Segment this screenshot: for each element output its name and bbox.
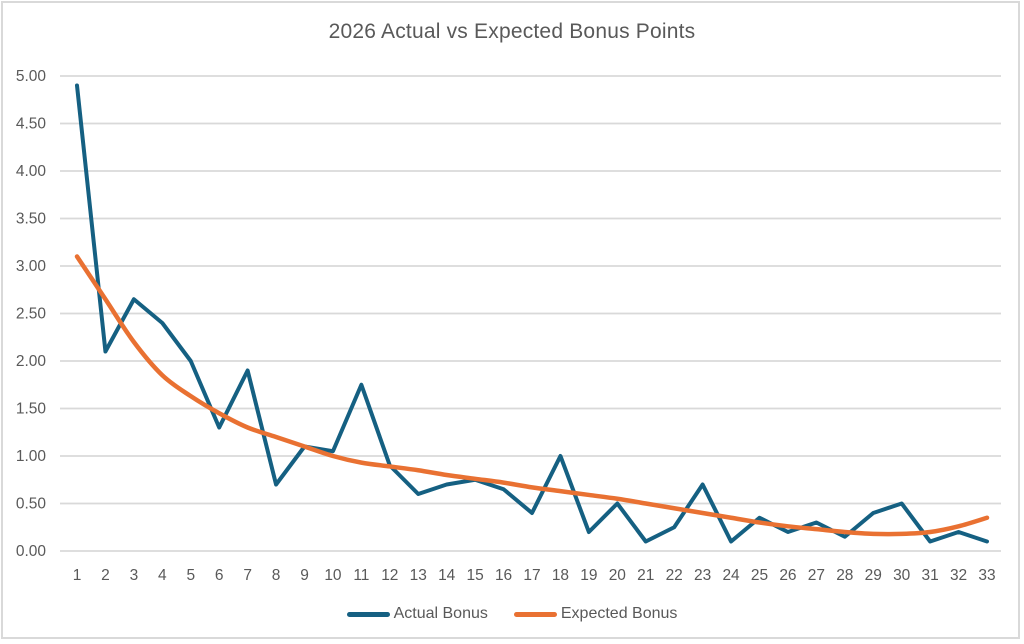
x-axis-tick-label: 8 xyxy=(272,567,281,584)
x-axis-tick-label: 29 xyxy=(865,567,882,584)
y-axis-tick-label: 2.00 xyxy=(16,353,47,370)
x-axis-tick-label: 15 xyxy=(467,567,484,584)
x-axis-tick-label: 22 xyxy=(666,567,683,584)
x-axis-tick-label: 23 xyxy=(694,567,711,584)
y-axis-tick-label: 1.50 xyxy=(16,401,47,418)
x-axis-tick-label: 2 xyxy=(101,567,110,584)
series-line-expected-bonus xyxy=(74,254,990,537)
x-axis-tick-label: 25 xyxy=(751,567,768,584)
legend-swatch-expected-bonus xyxy=(513,611,557,617)
y-axis-tick-label: 2.50 xyxy=(16,306,47,323)
x-axis-tick-label: 11 xyxy=(353,567,369,584)
x-axis-tick-label: 10 xyxy=(324,567,342,584)
legend-label-expected-bonus: Expected Bonus xyxy=(560,605,678,622)
x-axis-tick-label: 16 xyxy=(495,567,512,584)
gridlines-group xyxy=(60,75,1001,552)
x-axis-tick-label: 9 xyxy=(300,567,309,584)
legend-label-actual-bonus: Actual Bonus xyxy=(393,605,488,622)
x-axis-tick-label: 24 xyxy=(722,567,740,584)
x-axis-tick-label: 14 xyxy=(438,567,456,584)
legend-item-expected-bonus: Expected Bonus xyxy=(513,605,678,623)
y-axis-labels-group: 0.00 0.50 1.00 1.50 2.00 2.50 3.00 3.50 4.00 4.50… xyxy=(16,68,47,560)
x-axis-tick-label: 5 xyxy=(186,567,195,584)
x-axis-tick-label: 19 xyxy=(580,567,597,584)
x-axis-tick-label: 13 xyxy=(410,567,427,584)
y-axis-tick-label: 0.50 xyxy=(16,496,47,513)
x-axis-tick-label: 20 xyxy=(609,567,627,584)
x-axis-tick-label: 30 xyxy=(893,567,911,584)
x-axis-tick-label: 1 xyxy=(73,567,82,584)
y-axis-tick-label: 0.00 xyxy=(16,543,47,560)
y-axis-tick-label: 4.50 xyxy=(16,116,47,133)
y-axis-tick-label: 3.50 xyxy=(16,211,47,228)
x-axis-tick-label: 18 xyxy=(552,567,569,584)
x-axis-tick-label: 7 xyxy=(243,567,252,584)
legend-item-actual-bonus: Actual Bonus xyxy=(346,605,488,623)
x-axis-tick-label: 27 xyxy=(808,567,825,584)
x-axis-tick-label: 17 xyxy=(523,567,540,584)
x-axis-tick-label: 26 xyxy=(779,567,796,584)
x-axis-tick-label: 21 xyxy=(637,567,654,584)
chart-title: 2026 Actual vs Expected Bonus Points xyxy=(328,20,696,43)
y-axis-tick-label: 5.00 xyxy=(16,68,47,85)
y-axis-tick-label: 3.00 xyxy=(16,258,47,275)
series-lines-group xyxy=(74,83,990,544)
x-axis-tick-label: 3 xyxy=(130,567,139,584)
x-axis-tick-label: 32 xyxy=(950,567,967,584)
chart-legend: Actual Bonus Expected Bonus xyxy=(0,605,1024,623)
x-axis-tick-label: 28 xyxy=(836,567,853,584)
legend-swatch-actual-bonus xyxy=(346,611,390,617)
x-axis-tick-label: 4 xyxy=(158,567,167,584)
x-axis-tick-label: 12 xyxy=(381,567,398,584)
x-axis-labels-group: 1 2 3 4 5 6 7 8 9 10 11 12 13 14 15 16 17 18 19 20 21 22 23 24 2… xyxy=(73,567,996,584)
y-axis-tick-label: 1.00 xyxy=(16,448,47,465)
x-axis-tick-label: 6 xyxy=(215,567,224,584)
x-axis-tick-label: 33 xyxy=(978,567,995,584)
x-axis-tick-label: 31 xyxy=(922,567,939,584)
y-axis-tick-label: 4.00 xyxy=(16,163,47,180)
